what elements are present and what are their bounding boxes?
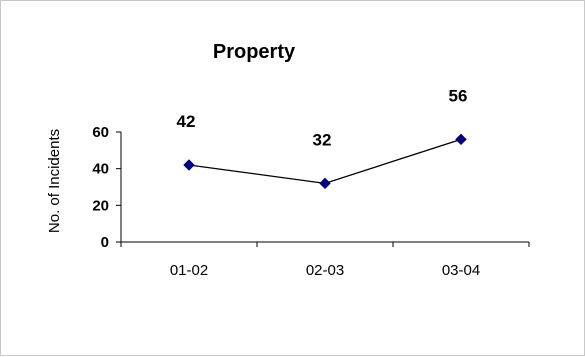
- x-tick-label: 02-03: [306, 262, 344, 279]
- y-tick-label: 0: [101, 234, 109, 251]
- x-tick-label: 01-02: [170, 262, 208, 279]
- tick-labels: 0 20 40 60 01-02 02-03 03-04: [92, 124, 480, 279]
- data-point-marker: [455, 133, 467, 146]
- data-label: 42: [177, 112, 196, 131]
- y-tick-label: 60: [92, 124, 109, 141]
- y-tick-label: 40: [92, 161, 109, 178]
- data-label: 56: [449, 86, 468, 105]
- data-label: 32: [313, 130, 332, 149]
- data-point-marker: [183, 159, 195, 171]
- data-point-marker: [319, 177, 331, 190]
- series-line: [183, 133, 467, 190]
- y-tick-label: 20: [92, 197, 109, 214]
- axes: [116, 131, 530, 247]
- chart-title: Property: [213, 41, 296, 63]
- data-labels: 42 32 56: [177, 86, 468, 149]
- y-axis-label: No. of Incidents: [46, 129, 63, 233]
- x-tick-label: 03-04: [442, 262, 480, 279]
